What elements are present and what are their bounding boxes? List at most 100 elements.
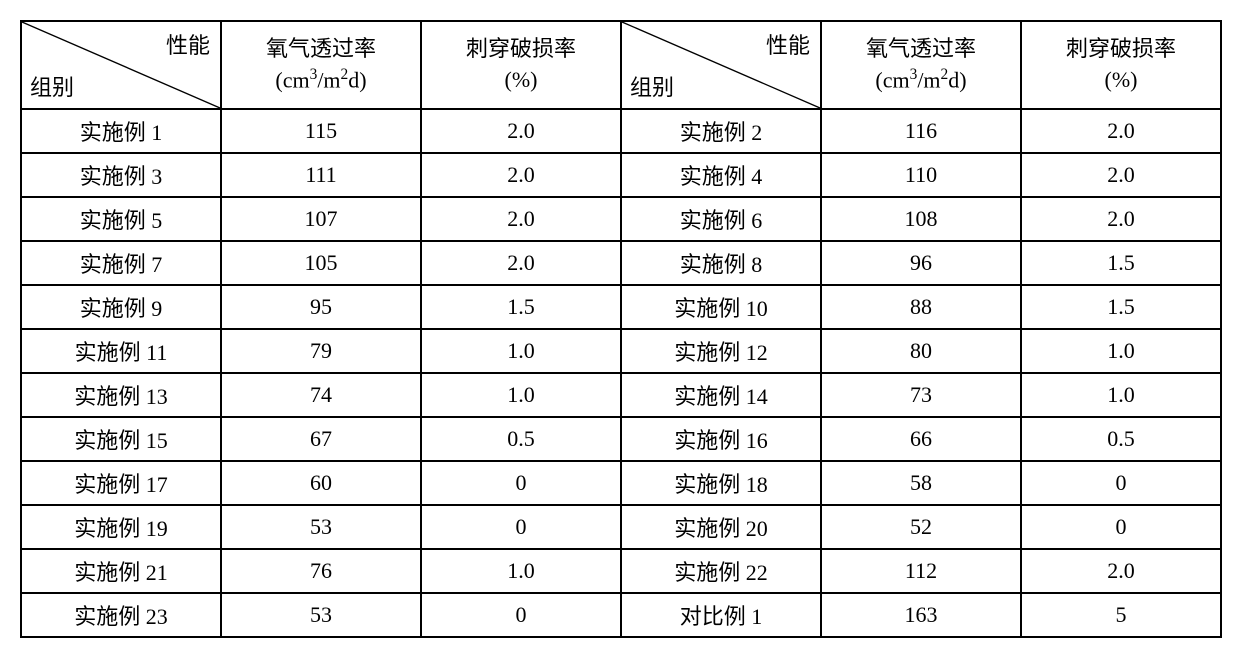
header-diag-top-left: 性能 [166, 28, 210, 60]
cell-p1: 0 [421, 593, 621, 637]
cell-p1: 2.0 [421, 241, 621, 285]
cell-g1: 实施例 13 [21, 373, 221, 417]
cell-p1: 0 [421, 505, 621, 549]
results-table: 性能 组别 氧气透过率 (cm3/m2d) 刺穿破损率 (%) 性能 组别 氧气… [20, 20, 1222, 638]
cell-o2: 73 [821, 373, 1021, 417]
header-group-right: 性能 组别 [621, 21, 821, 109]
cell-g1: 实施例 11 [21, 329, 221, 373]
cell-o2: 112 [821, 549, 1021, 593]
cell-g1: 实施例 15 [21, 417, 221, 461]
header-puncture-label-left: 刺穿破损率 [422, 34, 620, 65]
cell-p2: 0 [1021, 505, 1221, 549]
cell-g1: 实施例 5 [21, 197, 221, 241]
cell-o1: 105 [221, 241, 421, 285]
header-diag-top-right: 性能 [766, 28, 810, 60]
cell-g2: 实施例 8 [621, 241, 821, 285]
table-row: 实施例 31112.0实施例 41102.0 [21, 153, 1221, 197]
header-oxygen-left: 氧气透过率 (cm3/m2d) [221, 21, 421, 109]
cell-o2: 163 [821, 593, 1021, 637]
cell-p1: 0 [421, 461, 621, 505]
cell-o2: 80 [821, 329, 1021, 373]
table-row: 实施例 13741.0实施例 14731.0 [21, 373, 1221, 417]
cell-g1: 实施例 21 [21, 549, 221, 593]
cell-o1: 79 [221, 329, 421, 373]
table-row: 实施例 51072.0实施例 61082.0 [21, 197, 1221, 241]
cell-o1: 111 [221, 153, 421, 197]
cell-p2: 0.5 [1021, 417, 1221, 461]
cell-p2: 2.0 [1021, 549, 1221, 593]
header-puncture-right: 刺穿破损率 (%) [1021, 21, 1221, 109]
cell-p2: 2.0 [1021, 109, 1221, 153]
cell-g1: 实施例 7 [21, 241, 221, 285]
header-group-left: 性能 组别 [21, 21, 221, 109]
cell-p2: 5 [1021, 593, 1221, 637]
header-oxygen-unit-right: (cm3/m2d) [822, 64, 1020, 96]
cell-g2: 对比例 1 [621, 593, 821, 637]
cell-p2: 0 [1021, 461, 1221, 505]
header-row: 性能 组别 氧气透过率 (cm3/m2d) 刺穿破损率 (%) 性能 组别 氧气… [21, 21, 1221, 109]
cell-p2: 1.5 [1021, 241, 1221, 285]
table-row: 实施例 21761.0实施例 221122.0 [21, 549, 1221, 593]
cell-p2: 1.5 [1021, 285, 1221, 329]
cell-o2: 52 [821, 505, 1021, 549]
header-puncture-unit-right: (%) [1022, 65, 1220, 96]
cell-o1: 74 [221, 373, 421, 417]
cell-o1: 115 [221, 109, 421, 153]
table-row: 实施例 19530实施例 20520 [21, 505, 1221, 549]
cell-g2: 实施例 4 [621, 153, 821, 197]
header-oxygen-unit-left: (cm3/m2d) [222, 64, 420, 96]
cell-p1: 2.0 [421, 109, 621, 153]
cell-g1: 实施例 17 [21, 461, 221, 505]
cell-o2: 110 [821, 153, 1021, 197]
cell-p1: 2.0 [421, 197, 621, 241]
cell-o2: 108 [821, 197, 1021, 241]
table-row: 实施例 11152.0实施例 21162.0 [21, 109, 1221, 153]
header-oxygen-right: 氧气透过率 (cm3/m2d) [821, 21, 1021, 109]
table-row: 实施例 11791.0实施例 12801.0 [21, 329, 1221, 373]
cell-p2: 2.0 [1021, 153, 1221, 197]
cell-o2: 116 [821, 109, 1021, 153]
cell-o2: 66 [821, 417, 1021, 461]
cell-p2: 2.0 [1021, 197, 1221, 241]
header-puncture-unit-left: (%) [422, 65, 620, 96]
table-row: 实施例 71052.0实施例 8961.5 [21, 241, 1221, 285]
cell-o2: 58 [821, 461, 1021, 505]
cell-o1: 60 [221, 461, 421, 505]
header-puncture-left: 刺穿破损率 (%) [421, 21, 621, 109]
cell-g2: 实施例 18 [621, 461, 821, 505]
cell-g2: 实施例 20 [621, 505, 821, 549]
cell-p2: 1.0 [1021, 373, 1221, 417]
cell-o1: 107 [221, 197, 421, 241]
cell-p1: 1.5 [421, 285, 621, 329]
cell-g1: 实施例 1 [21, 109, 221, 153]
cell-p1: 1.0 [421, 549, 621, 593]
cell-p1: 2.0 [421, 153, 621, 197]
header-diag-bottom-left: 组别 [30, 70, 74, 102]
cell-o2: 96 [821, 241, 1021, 285]
table-body: 实施例 11152.0实施例 21162.0实施例 31112.0实施例 411… [21, 109, 1221, 637]
cell-p2: 1.0 [1021, 329, 1221, 373]
cell-g1: 实施例 9 [21, 285, 221, 329]
cell-p1: 1.0 [421, 329, 621, 373]
cell-g2: 实施例 10 [621, 285, 821, 329]
header-diag-bottom-right: 组别 [630, 70, 674, 102]
cell-g1: 实施例 19 [21, 505, 221, 549]
table-row: 实施例 15670.5实施例 16660.5 [21, 417, 1221, 461]
cell-o1: 76 [221, 549, 421, 593]
cell-o1: 67 [221, 417, 421, 461]
cell-p1: 1.0 [421, 373, 621, 417]
header-oxygen-label-right: 氧气透过率 [822, 34, 1020, 65]
cell-o1: 95 [221, 285, 421, 329]
cell-g1: 实施例 3 [21, 153, 221, 197]
cell-p1: 0.5 [421, 417, 621, 461]
table-row: 实施例 17600实施例 18580 [21, 461, 1221, 505]
cell-g2: 实施例 22 [621, 549, 821, 593]
cell-g2: 实施例 14 [621, 373, 821, 417]
cell-g2: 实施例 6 [621, 197, 821, 241]
table-row: 实施例 23530对比例 11635 [21, 593, 1221, 637]
header-oxygen-label-left: 氧气透过率 [222, 34, 420, 65]
table-row: 实施例 9951.5实施例 10881.5 [21, 285, 1221, 329]
cell-g2: 实施例 16 [621, 417, 821, 461]
cell-o1: 53 [221, 593, 421, 637]
cell-g1: 实施例 23 [21, 593, 221, 637]
